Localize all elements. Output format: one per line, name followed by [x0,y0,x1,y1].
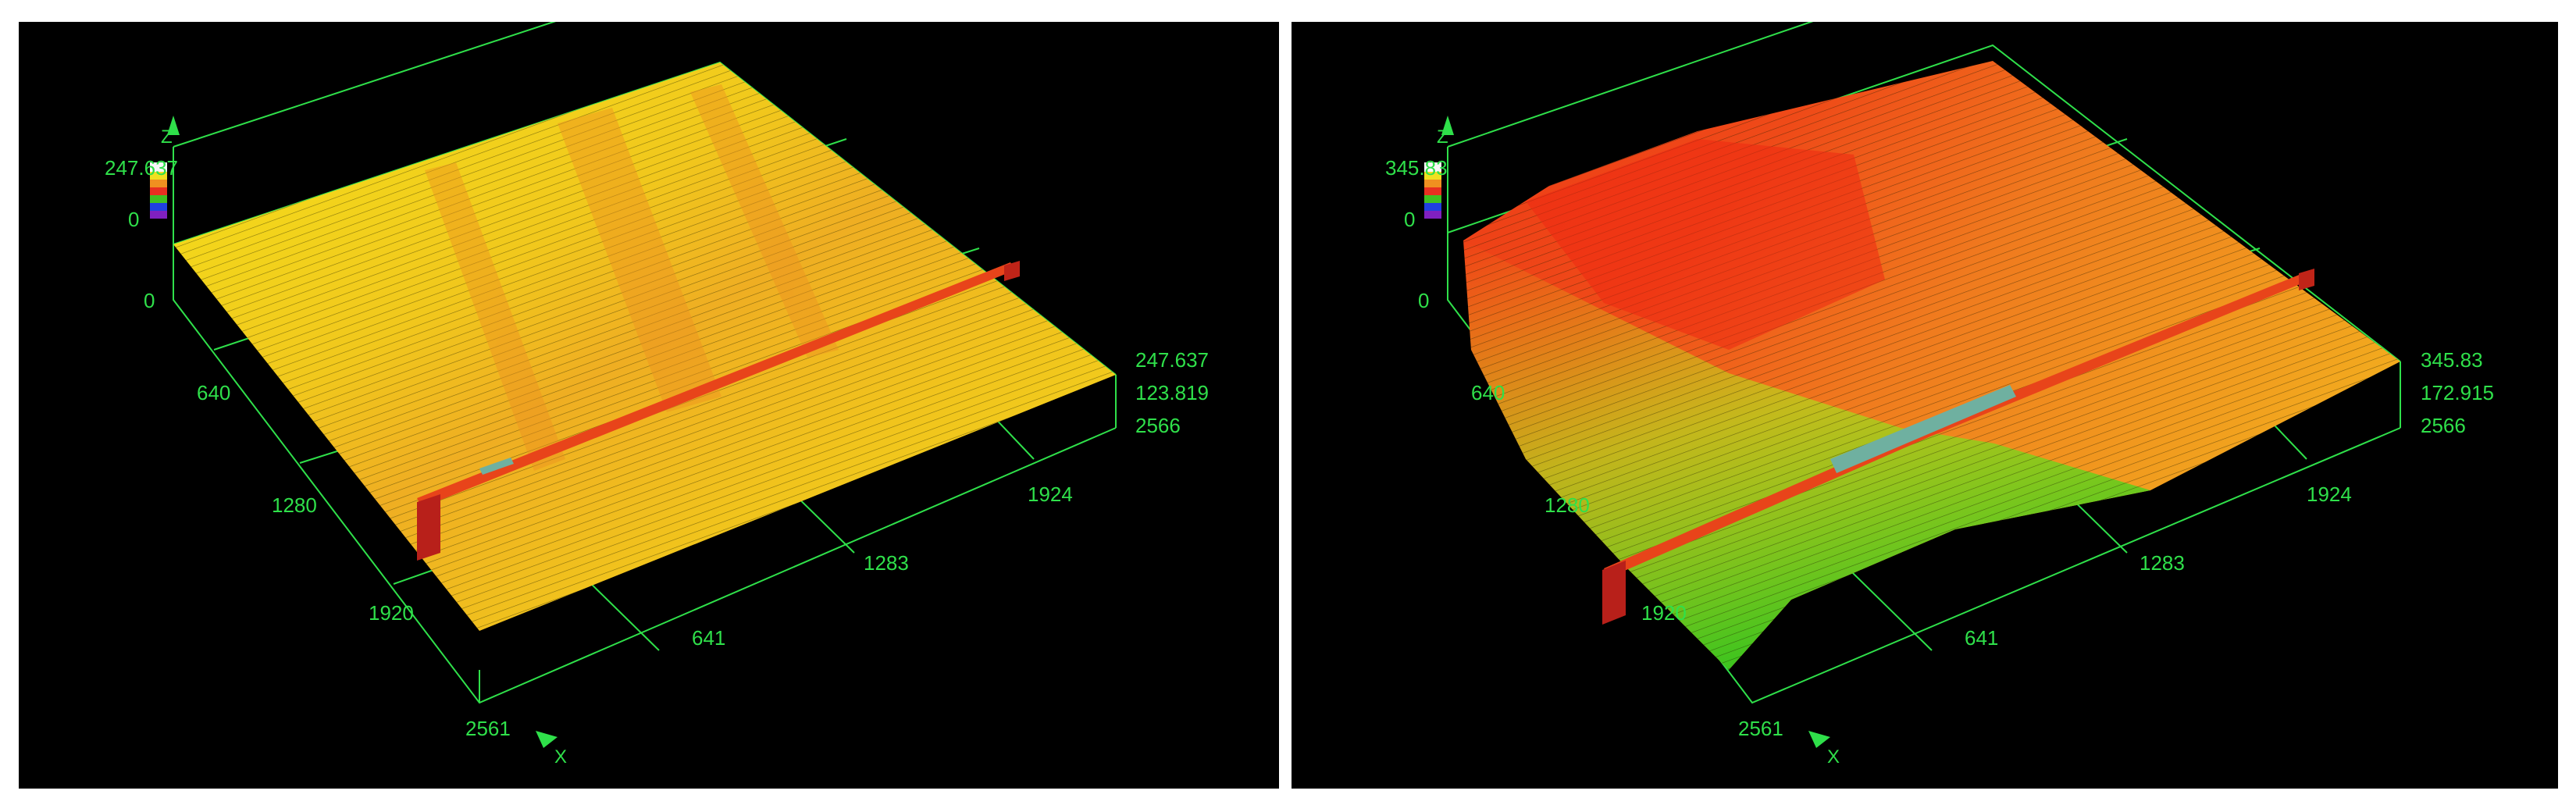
surface-plot-left: Z 247.637 0 0 247.637 123.819 2566 640 1… [19,22,1279,789]
z-max-label-right: 345.83 [1385,158,1448,178]
right-bot-label-right: 2566 [2421,415,2466,436]
x-axis-letter-left: X [554,746,567,768]
z-zero-label-left: 0 [144,290,155,311]
x-tick-label-left: 1924 [1028,484,1073,504]
surface-render-right [1292,22,2558,789]
y-tick-label-right: 1920 [1641,603,1687,623]
right-top-label-left: 247.637 [1135,350,1209,370]
y-tick-label-left: 1280 [272,495,317,515]
panel-divider [1281,0,1290,812]
x-tick-label-right: 1283 [2140,553,2185,573]
z-zero-label-right: 0 [1418,290,1429,311]
z-max-label-left: 247.637 [105,158,178,178]
z-axis-letter-left: Z [161,126,173,148]
section-marker-back-left [1004,261,1020,281]
z-axis-letter-right: Z [1437,126,1448,148]
right-mid-label-left: 123.819 [1135,383,1209,403]
y-tick-label-right: 2561 [1738,718,1783,739]
right-bot-label-left: 2566 [1135,415,1181,436]
surface-plot-right: Z 345.83 0 0 345.83 172.915 2566 640 128… [1292,22,2558,789]
y-tick-label-right: 1280 [1545,495,1590,515]
y-tick-label-left: 1920 [369,603,414,623]
section-marker-back-right [2299,269,2314,290]
y-tick-label-left: 640 [197,383,230,403]
z-mid-label-left: 0 [128,209,139,230]
x-tick-label-right: 1924 [2307,484,2352,504]
right-top-label-right: 345.83 [2421,350,2483,370]
z-mid-label-right: 0 [1404,209,1415,230]
x-axis-letter-right: X [1827,746,1840,768]
section-marker-front-left [417,494,440,561]
section-marker-front-right [1602,561,1626,625]
x-tick-label-right: 641 [1965,628,1998,648]
right-mid-label-right: 172.915 [2421,383,2494,403]
x-tick-label-left: 641 [692,628,725,648]
y-tick-label-left: 2561 [465,718,511,739]
y-tick-label-right: 640 [1471,383,1505,403]
x-tick-label-left: 1283 [864,553,909,573]
surface-render-left [19,22,1279,789]
